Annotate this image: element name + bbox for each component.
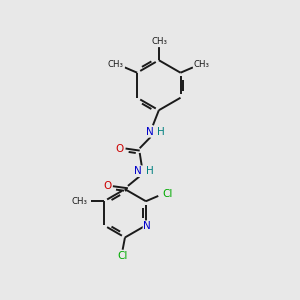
Text: CH₃: CH₃: [194, 60, 210, 69]
Text: N: N: [146, 127, 153, 137]
Text: O: O: [103, 181, 111, 191]
Text: O: O: [116, 143, 124, 154]
Text: H: H: [157, 127, 165, 137]
Text: Cl: Cl: [162, 189, 172, 199]
Text: CH₃: CH₃: [108, 60, 124, 69]
Text: CH₃: CH₃: [72, 197, 88, 206]
Text: Cl: Cl: [117, 251, 128, 261]
Text: N: N: [143, 221, 151, 231]
Text: N: N: [134, 166, 142, 176]
Text: CH₃: CH₃: [151, 38, 167, 46]
Text: H: H: [146, 166, 154, 176]
